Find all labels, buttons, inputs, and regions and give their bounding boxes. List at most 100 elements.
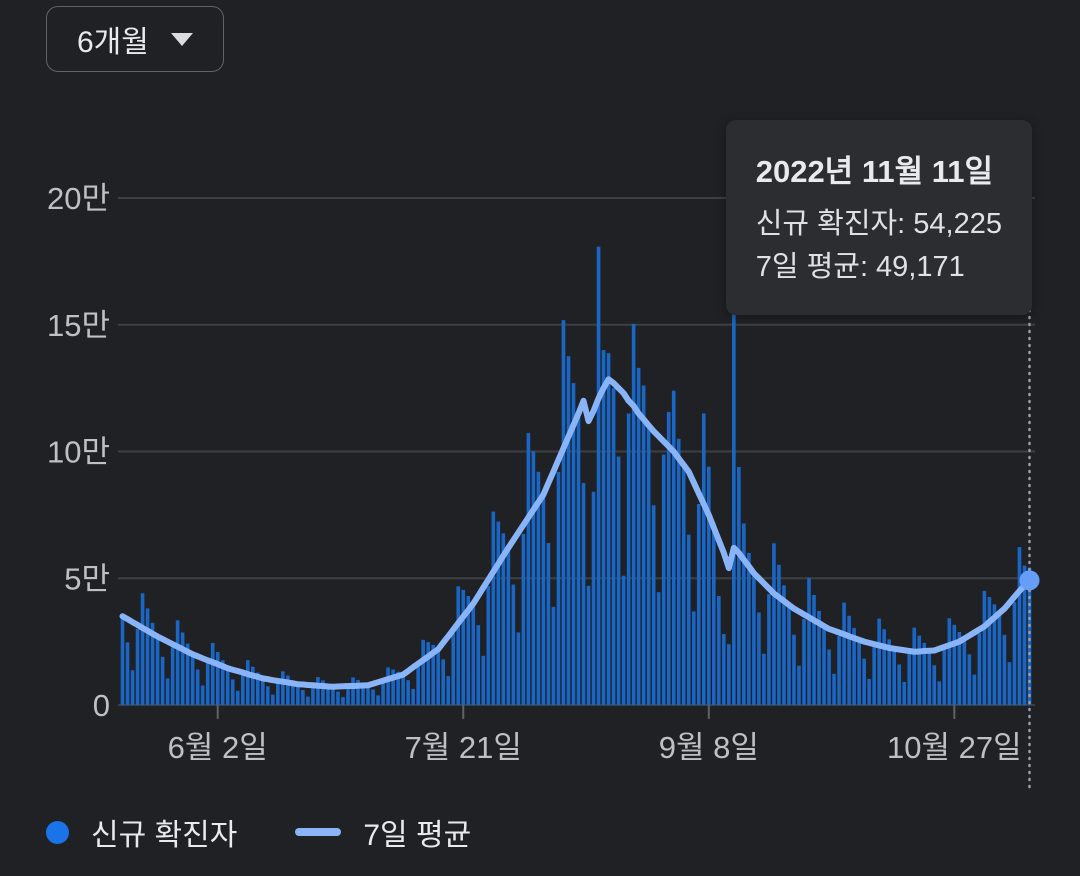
daily-cases-bar[interactable] [1027,567,1032,705]
daily-cases-bar[interactable] [727,644,731,705]
daily-cases-bar[interactable] [777,564,781,705]
daily-cases-bar[interactable] [767,594,771,705]
daily-cases-bar[interactable] [200,685,205,705]
daily-cases-bar[interactable] [190,654,195,705]
daily-cases-bar[interactable] [636,367,641,705]
daily-cases-bar[interactable] [696,503,701,705]
daily-cases-bar[interactable] [250,666,255,705]
daily-cases-bar[interactable] [922,642,927,705]
daily-cases-bar[interactable] [701,413,706,705]
daily-cases-bar[interactable] [656,592,661,705]
daily-cases-bar[interactable] [877,618,881,705]
daily-cases-bar[interactable] [130,670,135,705]
daily-cases-bar[interactable] [481,655,486,705]
daily-cases-bar[interactable] [717,595,721,705]
daily-cases-bar[interactable] [451,633,456,705]
daily-cases-bar[interactable] [160,656,165,705]
daily-cases-bar[interactable] [276,682,280,705]
daily-cases-bar[interactable] [331,686,335,705]
daily-cases-bar[interactable] [907,653,912,705]
daily-cases-bar[interactable] [336,691,340,705]
daily-cases-bar[interactable] [982,590,987,705]
period-selector[interactable]: 6개월 [46,6,224,72]
daily-cases-bar[interactable] [165,678,170,705]
daily-cases-bar[interactable] [797,665,801,705]
daily-cases-bar[interactable] [526,432,531,705]
daily-cases-bar[interactable] [411,689,415,705]
daily-cases-bar[interactable] [150,622,155,705]
daily-cases-bar[interactable] [932,665,937,705]
daily-cases-bar[interactable] [170,647,175,705]
daily-cases-bar[interactable] [120,616,125,705]
daily-cases-bar[interactable] [185,643,190,705]
daily-cases-bar[interactable] [145,608,150,705]
daily-cases-bar[interactable] [757,612,761,705]
daily-cases-bar[interactable] [902,681,907,705]
daily-cases-bar[interactable] [341,697,345,705]
daily-cases-bar[interactable] [140,593,145,705]
daily-cases-bar[interactable] [471,603,476,705]
daily-cases-bar[interactable] [671,390,676,705]
daily-cases-bar[interactable] [521,533,526,705]
daily-cases-bar[interactable] [240,674,245,705]
daily-cases-bar[interactable] [661,454,666,705]
daily-cases-bar[interactable] [912,627,917,705]
daily-cases-bar[interactable] [737,466,741,705]
daily-cases-bar[interactable] [401,674,405,705]
daily-cases-bar[interactable] [501,533,506,705]
daily-cases-bar[interactable] [882,629,886,705]
daily-cases-bar[interactable] [406,680,410,705]
daily-cases-bar[interactable] [591,491,596,705]
daily-cases-bar[interactable] [306,696,310,705]
daily-cases-bar[interactable] [296,684,300,705]
daily-cases-bar[interactable] [551,606,556,705]
daily-cases-bar[interactable] [180,632,185,705]
daily-cases-bar[interactable] [706,466,711,705]
daily-cases-bar[interactable] [987,597,992,705]
daily-cases-bar[interactable] [386,667,390,705]
daily-cases-bar[interactable] [1022,565,1027,705]
daily-cases-bar[interactable] [832,673,836,705]
daily-cases-bar[interactable] [491,511,496,705]
daily-cases-bar[interactable] [215,652,220,705]
daily-cases-bar[interactable] [651,505,656,705]
daily-cases-bar[interactable] [536,471,541,705]
daily-cases-bar[interactable] [711,522,716,705]
daily-cases-bar[interactable] [611,388,616,705]
daily-cases-bar[interactable] [842,602,846,705]
daily-cases-bar[interactable] [541,494,546,705]
daily-cases-bar[interactable] [291,680,295,705]
daily-cases-bar[interactable] [421,639,425,705]
daily-cases-bar[interactable] [621,575,626,705]
daily-cases-bar[interactable] [631,323,636,705]
daily-cases-bar[interactable] [862,658,866,705]
daily-cases-bar[interactable] [210,642,215,705]
daily-cases-bar[interactable] [1007,662,1012,705]
daily-cases-bar[interactable] [361,682,365,705]
daily-cases-bar[interactable] [546,543,551,705]
daily-cases-bar[interactable] [175,620,180,705]
daily-cases-bar[interactable] [561,320,566,705]
daily-cases-bar[interactable] [676,438,681,705]
daily-cases-bar[interactable] [787,604,791,705]
daily-cases-bar[interactable] [195,669,200,705]
daily-cases-bar[interactable] [782,585,786,705]
daily-cases-bar[interactable] [947,618,952,705]
daily-cases-bar[interactable] [887,639,891,705]
daily-cases-bar[interactable] [742,523,746,705]
daily-cases-bar[interactable] [531,451,536,705]
daily-cases-bar[interactable] [286,675,290,705]
daily-cases-bar[interactable] [506,547,511,705]
daily-cases-bar[interactable] [356,679,360,705]
daily-cases-bar[interactable] [566,356,571,705]
daily-cases-bar[interactable] [646,425,651,705]
daily-cases-bar[interactable] [817,610,821,705]
daily-cases-bar[interactable] [847,615,851,705]
daily-cases-bar[interactable] [571,383,576,705]
daily-cases-bar[interactable] [827,649,831,705]
daily-cases-bar[interactable] [281,671,285,705]
daily-cases-bar[interactable] [681,464,686,705]
daily-cases-bar[interactable] [586,585,591,705]
daily-cases-bar[interactable] [271,694,275,705]
